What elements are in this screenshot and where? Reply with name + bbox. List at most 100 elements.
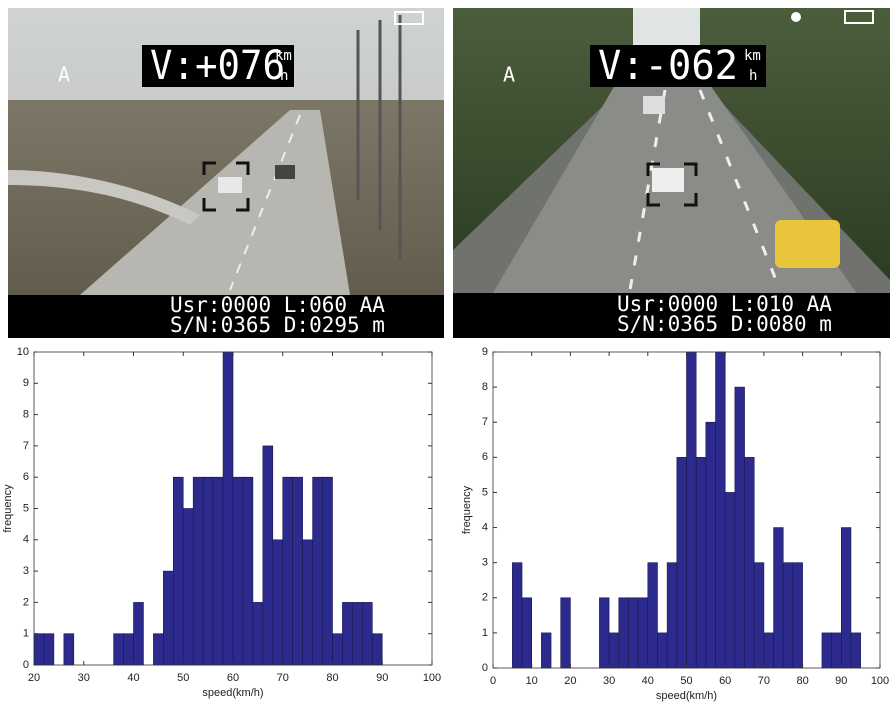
- x-axis-label: speed(km/h): [202, 687, 263, 699]
- speed-readout: V:-062: [598, 43, 738, 89]
- lane-label: A: [58, 63, 70, 87]
- y-tick-label: 9: [23, 377, 29, 389]
- histogram-bar: [561, 598, 571, 668]
- y-tick-label: 8: [482, 381, 488, 393]
- x-tick-label: 50: [177, 672, 189, 684]
- x-tick-label: 30: [78, 672, 90, 684]
- histogram-bar: [213, 477, 223, 665]
- histogram-bar: [754, 563, 764, 668]
- histogram-bar: [783, 563, 793, 668]
- y-tick-label: 7: [23, 440, 29, 452]
- x-tick-label: 50: [680, 675, 692, 687]
- camera-photo: A V:+076 km h Usr:0000 L:060 AA S/N:0365…: [8, 8, 444, 338]
- x-tick-label: 30: [603, 675, 615, 687]
- histogram-bar: [774, 528, 784, 668]
- y-axis-label: frequency: [2, 484, 14, 533]
- histogram-bar: [183, 509, 193, 666]
- histogram-bar: [619, 598, 629, 668]
- status-line: S/N:0365 D:0080 m: [617, 312, 832, 336]
- histogram-bar: [648, 563, 658, 668]
- histogram-bar: [667, 563, 677, 668]
- unit: km: [744, 48, 761, 64]
- histogram-bar: [313, 477, 323, 665]
- histogram-bar: [134, 602, 144, 665]
- histogram-bar: [716, 352, 726, 668]
- y-tick-label: 3: [482, 557, 488, 569]
- histogram-bar: [706, 422, 716, 668]
- x-tick-label: 70: [277, 672, 289, 684]
- histogram-bar: [599, 598, 609, 668]
- x-tick-label: 80: [796, 675, 808, 687]
- histogram-bar: [832, 633, 842, 668]
- histogram-bar: [253, 602, 263, 665]
- histogram-bar: [352, 602, 362, 665]
- status-line: S/N:0365 D:0295 m: [170, 313, 385, 337]
- histogram-bar: [609, 633, 619, 668]
- y-tick-label: 10: [17, 346, 29, 358]
- y-tick-label: 8: [23, 409, 29, 421]
- x-tick-label: 80: [326, 672, 338, 684]
- y-tick-label: 2: [23, 596, 29, 608]
- y-axis-label: frequency: [461, 485, 473, 534]
- y-tick-label: 6: [482, 451, 488, 463]
- x-tick-label: 0: [490, 675, 496, 687]
- histogram-bar: [203, 477, 213, 665]
- x-tick-label: 90: [376, 672, 388, 684]
- x-tick-label: 20: [28, 672, 40, 684]
- x-axis-label: speed(km/h): [656, 690, 717, 702]
- x-tick-label: 70: [758, 675, 770, 687]
- histogram-bar: [233, 477, 243, 665]
- histogram-bar: [114, 634, 124, 665]
- x-tick-label: 60: [227, 672, 239, 684]
- histogram-bar: [735, 387, 745, 668]
- histogram-bar: [124, 634, 134, 665]
- histogram-bar: [745, 457, 755, 668]
- x-tick-label: 40: [642, 675, 654, 687]
- histogram-bar: [223, 352, 233, 665]
- speed-readout: V:+076: [150, 43, 285, 89]
- histogram-bar: [677, 457, 687, 668]
- camera-photo: A V:-062 km h Usr:0000 L:010 AA S/N:0365…: [453, 8, 890, 338]
- histogram-bar: [293, 477, 303, 665]
- histogram-bar: [657, 633, 667, 668]
- histogram-bar: [696, 457, 706, 668]
- x-tick-label: 40: [127, 672, 139, 684]
- histogram-bar: [333, 634, 343, 665]
- histogram-bar: [628, 598, 638, 668]
- histogram-bar: [512, 563, 522, 668]
- x-tick-label: 20: [564, 675, 576, 687]
- y-tick-label: 4: [23, 534, 29, 546]
- x-tick-label: 60: [719, 675, 731, 687]
- histogram-bar: [725, 492, 735, 668]
- y-tick-label: 2: [482, 592, 488, 604]
- histogram-bar: [283, 477, 293, 665]
- x-tick-label: 90: [835, 675, 847, 687]
- histogram-bar: [323, 477, 333, 665]
- y-tick-label: 0: [23, 659, 29, 671]
- unit: h: [749, 68, 757, 84]
- histogram-bar: [163, 571, 173, 665]
- y-tick-label: 9: [482, 346, 488, 358]
- histogram-bar: [303, 540, 313, 665]
- figure: A V:+076 km h Usr:0000 L:060 AA S/N:0365…: [0, 0, 896, 706]
- y-tick-label: 5: [23, 502, 29, 514]
- x-tick-label: 100: [871, 675, 889, 687]
- histogram-bar: [44, 634, 54, 665]
- histogram-bar: [243, 477, 253, 665]
- y-tick-label: 1: [482, 627, 488, 639]
- y-tick-label: 3: [23, 565, 29, 577]
- histogram-bar: [851, 633, 861, 668]
- histogram-bar: [64, 634, 74, 665]
- histogram-bar: [764, 633, 774, 668]
- y-tick-label: 5: [482, 486, 488, 498]
- histogram-bar: [822, 633, 832, 668]
- histogram-bar: [522, 598, 532, 668]
- histogram-bar: [638, 598, 648, 668]
- unit: km: [275, 48, 292, 64]
- histogram-bar: [687, 352, 697, 668]
- x-tick-label: 100: [423, 672, 441, 684]
- histogram-bar: [841, 528, 851, 668]
- y-tick-label: 0: [482, 662, 488, 674]
- y-tick-label: 1: [23, 628, 29, 640]
- y-tick-label: 4: [482, 521, 488, 533]
